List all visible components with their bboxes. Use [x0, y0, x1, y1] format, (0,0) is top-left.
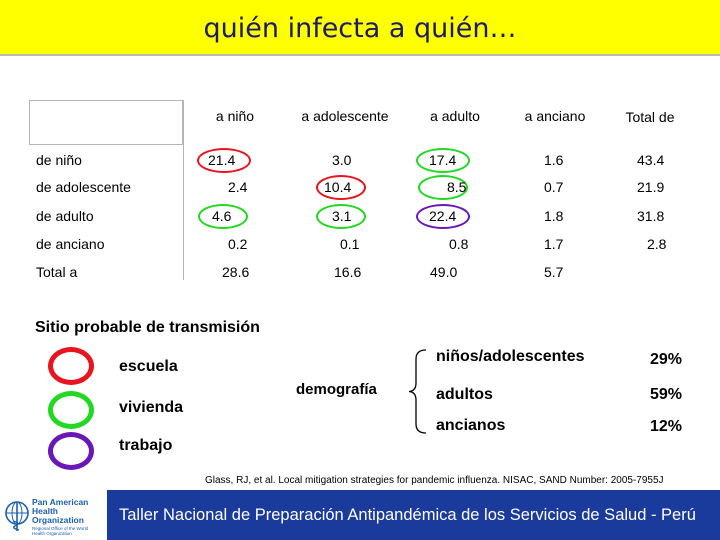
legend-ring-trabajo [48, 432, 94, 470]
col-header-anciano: a anciano [524, 108, 586, 124]
cell-ring [198, 204, 248, 229]
cell-ring [416, 148, 470, 173]
footer-banner: Taller Nacional de Preparación Antipandé… [107, 490, 720, 540]
table-divider [183, 100, 184, 280]
row-label-total: Total a [36, 264, 78, 280]
cell-value: 10.4 [324, 179, 352, 195]
cell-ring [316, 204, 366, 229]
logo-text-3: Organization [32, 515, 84, 525]
demo-group-ninos: niños/adolescentes [436, 348, 585, 365]
cell-ring [197, 148, 251, 173]
col-header-nino: a niño [215, 108, 255, 124]
globe-icon [5, 501, 29, 531]
legend-title: Sitio probable de transmisión [35, 319, 260, 336]
cell-value: 5.7 [544, 264, 564, 280]
cell-value: 43.4 [637, 152, 665, 168]
cell-value: 3.0 [332, 152, 352, 168]
demo-pct-ninos: 29% [650, 351, 683, 368]
demo-group-adultos: adultos [436, 386, 493, 403]
cell-value: 1.6 [544, 152, 564, 168]
paho-logo: Pan American Health Organization Regiona… [0, 493, 106, 540]
cell-ring [416, 204, 470, 229]
cell-value: 1.8 [544, 208, 564, 224]
legend-label-trabajo: trabajo [119, 437, 173, 454]
cell-value: 2.4 [228, 179, 248, 195]
cell-value: 0.7 [544, 179, 564, 195]
cell-value: 28.6 [222, 264, 250, 280]
cell-value: 49.0 [430, 264, 458, 280]
citation: Glass, RJ, et al. Local mitigation strat… [205, 475, 664, 486]
cell-value: 21.4 [208, 152, 236, 168]
cell-value: 0.2 [228, 236, 248, 252]
cell-value: 3.1 [332, 208, 352, 224]
col-header-total: Total de [625, 109, 675, 125]
legend-label-vivienda: vivienda [119, 399, 184, 416]
logo-text-1: Pan American [32, 497, 89, 507]
cell-value: 21.9 [637, 179, 665, 195]
row-label-nino: de niño [36, 152, 82, 168]
demografia-label: demografía [296, 381, 377, 398]
cell-value: 0.1 [340, 236, 360, 252]
legend-ring-vivienda [48, 391, 94, 429]
slide-title: quién infecta a quién… [203, 13, 517, 44]
cell-value: 8.5 [447, 179, 467, 195]
table-corner-box [29, 100, 183, 145]
row-label-adolescente: de adolescente [36, 179, 131, 195]
col-header-adulto: a adulto [430, 108, 480, 124]
cell-value: 2.8 [647, 236, 667, 252]
cell-value: 1.7 [544, 236, 564, 252]
brace-icon [408, 349, 427, 434]
cell-ring [316, 175, 366, 200]
cell-value: 31.8 [637, 208, 665, 224]
cell-value: 16.6 [334, 264, 362, 280]
title-band [0, 0, 720, 56]
logo-text-2: Health [32, 506, 58, 516]
col-header-adolescente: a adolescente [301, 108, 389, 124]
cell-value: 22.4 [429, 208, 457, 224]
legend-label-escuela: escuela [119, 358, 178, 375]
cell-value: 4.6 [212, 208, 232, 224]
cell-ring [418, 175, 468, 200]
cell-value: 0.8 [449, 236, 469, 252]
legend-ring-escuela [48, 347, 94, 385]
row-label-adulto: de adulto [36, 208, 94, 224]
demo-pct-adultos: 59% [650, 386, 683, 403]
demo-pct-ancianos: 12% [650, 418, 683, 435]
row-label-anciano: de anciano [36, 236, 105, 252]
logo-subtext: Regional Office of the World Health Orga… [32, 526, 89, 536]
demo-group-ancianos: ancianos [436, 417, 506, 434]
cell-value: 17.4 [429, 152, 457, 168]
